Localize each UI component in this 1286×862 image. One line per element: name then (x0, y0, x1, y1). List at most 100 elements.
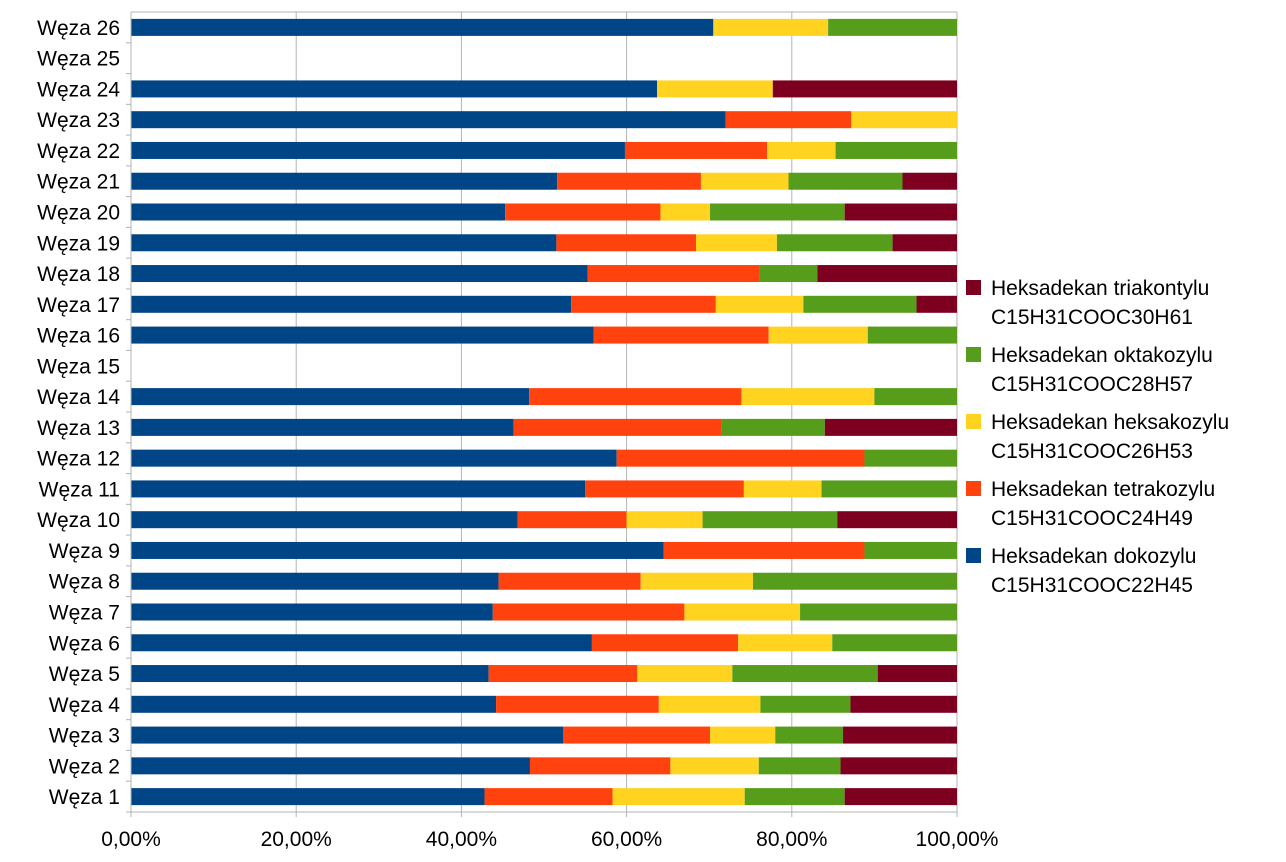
bar-segment (658, 695, 761, 713)
bar-segment (684, 603, 801, 621)
bar-segment (768, 326, 868, 344)
bar-segment (131, 234, 557, 252)
bar-segment (867, 326, 957, 344)
category-label: Węza 3 (49, 725, 120, 748)
bar-segment (663, 541, 865, 559)
category-label: Węza 5 (49, 663, 120, 686)
bar-segment (529, 757, 671, 775)
bar-segment (759, 265, 818, 283)
legend-swatch (966, 481, 981, 496)
bar-segment (772, 80, 957, 98)
category-label: Węza 15 (37, 355, 120, 378)
bar-segment (824, 418, 957, 436)
bar-segment (571, 295, 716, 313)
bar-segment (131, 172, 558, 190)
bar-segment (131, 788, 485, 806)
bar-segment (562, 726, 711, 744)
category-label: Węza 10 (37, 509, 120, 532)
legend-swatch (966, 548, 981, 563)
bar-segment (513, 418, 722, 436)
category-label: Węza 2 (49, 755, 120, 778)
bar-segment (131, 449, 617, 467)
x-tick-label: 100,00% (916, 828, 999, 851)
bar-segment (743, 480, 822, 498)
x-tick-label: 40,00% (426, 828, 497, 851)
bar-segment (131, 418, 514, 436)
category-label: Węza 19 (37, 232, 120, 255)
bar-segment (844, 788, 957, 806)
bar-segment (758, 757, 841, 775)
bar-segment (710, 203, 845, 221)
bars (131, 18, 957, 806)
bar-segment (775, 726, 844, 744)
bar-segment (496, 695, 659, 713)
bar-segment (892, 234, 957, 252)
bar-segment (616, 449, 865, 467)
bar-segment (877, 665, 957, 683)
bar-segment (850, 695, 957, 713)
bar-segment (640, 572, 753, 590)
category-label: Węza 8 (49, 571, 120, 594)
bar-segment (835, 141, 957, 159)
legend-label: Heksadekan oktakozylu (991, 344, 1213, 367)
bar-segment (767, 141, 836, 159)
bar-segment (916, 295, 957, 313)
category-label: Węza 21 (37, 171, 120, 194)
category-label: Węza 17 (37, 294, 120, 317)
bar-segment (821, 480, 957, 498)
legend-entry: Heksadekan heksakozylu C15H31COOC26H53 (966, 411, 1229, 463)
legend: Heksadekan triakontyluC15H31COOC30H61Hek… (966, 277, 1229, 597)
category-label: Węza 7 (49, 602, 120, 625)
category-label: Węza 9 (49, 540, 120, 563)
legend-entry: Heksadekan tetrakozylu C15H31COOC24H49 (966, 478, 1215, 530)
bar-segment (587, 265, 760, 283)
category-label: Węza 18 (37, 263, 120, 286)
category-label: Węza 26 (37, 17, 120, 40)
bar-segment (484, 788, 613, 806)
category-label: Węza 13 (37, 417, 120, 440)
bar-segment (828, 18, 957, 36)
category-label: Węza 12 (37, 448, 120, 471)
bar-segment (832, 634, 957, 652)
category-label: Węza 1 (49, 786, 120, 809)
bar-segment (752, 572, 957, 590)
bar-segment (803, 295, 917, 313)
axes (126, 11, 958, 817)
bar-segment (732, 665, 878, 683)
legend-label: Heksadekan tetrakozylu (991, 478, 1215, 501)
bar-segment (902, 172, 957, 190)
bar-segment (131, 265, 588, 283)
category-label: Węza 6 (49, 632, 120, 655)
bar-segment (851, 111, 957, 129)
legend-label: Heksadekan triakontylu (991, 277, 1209, 300)
bar-segment (131, 511, 518, 529)
bar-segment (660, 203, 711, 221)
category-label: Węza 11 (39, 478, 120, 501)
bar-segment (788, 172, 903, 190)
bar-segment (721, 418, 825, 436)
bar-segment (131, 634, 592, 652)
bar-segment (131, 572, 499, 590)
x-tick-label: 0,00% (101, 828, 161, 851)
bar-segment (131, 480, 586, 498)
bar-segment (637, 665, 733, 683)
bar-segment (864, 449, 957, 467)
bar-segment (131, 388, 530, 406)
bar-segment (505, 203, 661, 221)
bar-segment (131, 203, 506, 221)
bar-segment (557, 172, 701, 190)
bar-segment (738, 634, 833, 652)
bar-segment (800, 603, 957, 621)
bar-segment (593, 326, 769, 344)
bar-segment (776, 234, 893, 252)
bar-segment (843, 726, 957, 744)
bar-segment (131, 541, 664, 559)
bar-segment (864, 541, 957, 559)
bar-segment (760, 695, 851, 713)
category-label: Węza 22 (37, 140, 120, 163)
legend-label: C15H31COOC24H49 (991, 507, 1193, 530)
category-label: Węza 20 (37, 202, 120, 225)
legend-label: C15H31COOC26H53 (991, 440, 1193, 463)
